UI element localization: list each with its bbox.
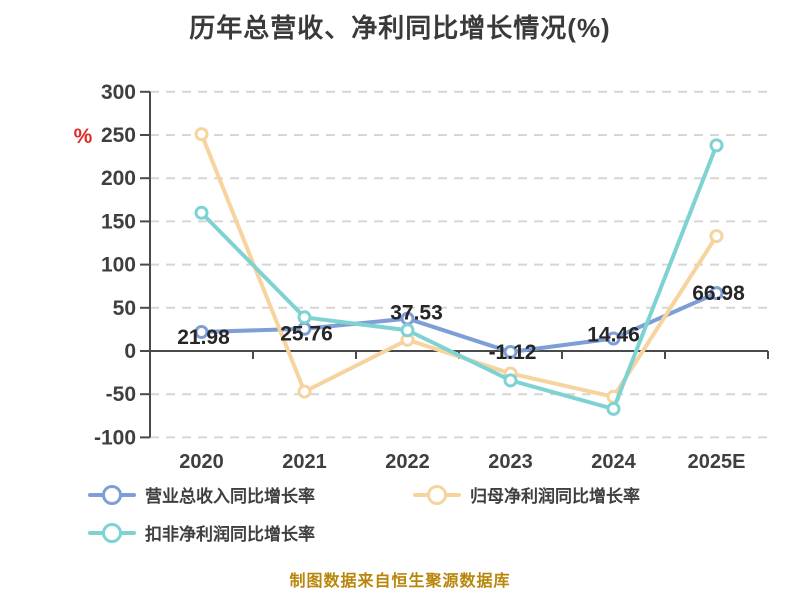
data-point-label: 21.98 (177, 326, 230, 349)
data-point-label: 14.46 (587, 324, 640, 347)
data-point-label: 37.53 (390, 302, 443, 325)
y-tick-label: 50 (113, 297, 136, 320)
x-axis-label: 2024 (591, 451, 636, 473)
y-tick-label: 250 (101, 124, 136, 147)
data-point-label: 25.76 (280, 323, 333, 346)
data-source-note: 制图数据来自恒生聚源数据库 (289, 573, 511, 590)
x-axis-label: 2023 (488, 451, 533, 473)
legend-label-non-recurring-profit-growth: 扣非净利润同比增长率 (145, 525, 315, 544)
legend-item-net-profit-growth: 归母净利润同比增长率 (413, 482, 640, 507)
y-tick-label: -50 (106, 383, 136, 406)
legend-label-net-profit-growth: 归母净利润同比增长率 (470, 487, 640, 506)
y-tick-label: 0 (124, 340, 136, 363)
data-point (709, 138, 724, 153)
data-point (709, 286, 724, 301)
legend-item-revenue-growth: 营业总收入同比增长率 (88, 482, 315, 507)
legend-line-dot-icon (88, 522, 136, 543)
data-point-label: -1.12 (489, 341, 537, 364)
x-axis-label: 2022 (385, 451, 430, 473)
data-point (297, 384, 312, 399)
data-point (503, 373, 518, 388)
legend-line-dot-icon (413, 484, 461, 505)
data-point (400, 323, 415, 338)
data-point (194, 205, 209, 220)
series-line-2 (199, 143, 719, 411)
data-point (503, 344, 518, 359)
data-point (606, 331, 621, 346)
y-tick-label: 300 (101, 81, 136, 104)
data-point (606, 401, 621, 416)
legend-label-revenue-growth: 营业总收入同比增长率 (145, 487, 315, 506)
data-point-label: 66.98 (692, 282, 745, 305)
y-tick-label: 200 (101, 167, 136, 190)
data-point (194, 325, 209, 340)
x-axis-label: 2020 (179, 451, 224, 473)
y-axis-unit-percent: % (74, 125, 93, 148)
data-point (194, 127, 209, 142)
y-tick-label: -100 (94, 426, 136, 449)
y-tick-label: 100 (101, 254, 136, 277)
x-axis-label: 2025E (688, 451, 746, 473)
data-point (297, 310, 312, 325)
data-point (709, 229, 724, 244)
series-line-0 (199, 291, 719, 354)
x-axis-label: 2021 (282, 451, 327, 473)
legend-line-dot-icon (88, 484, 136, 505)
chart-title: 历年总营收、净利同比增长情况(%) (189, 13, 611, 43)
y-tick-label: 150 (101, 210, 136, 233)
legend-item-non-recurring-profit-growth: 扣非净利润同比增长率 (88, 520, 315, 545)
